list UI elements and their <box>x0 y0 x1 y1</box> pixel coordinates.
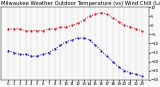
Text: Milwaukee Weather Outdoor Temperature (vs) Wind Chill (Last 24 Hours): Milwaukee Weather Outdoor Temperature (v… <box>1 1 160 6</box>
